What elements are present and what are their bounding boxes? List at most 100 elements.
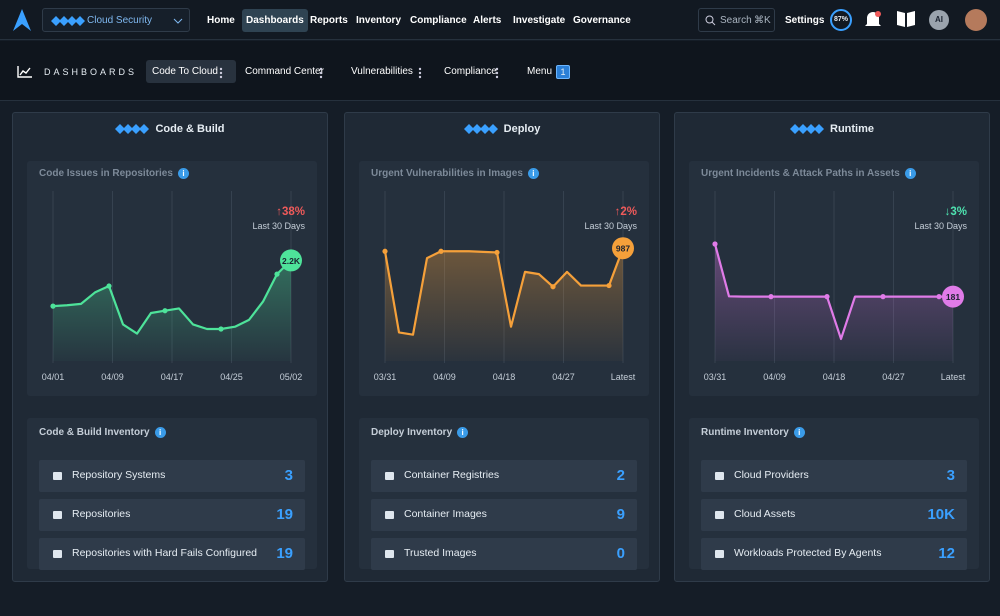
nav-link[interactable]: Alerts (473, 15, 502, 26)
chart-card: Code Issues in Repositories i 04/01 04/09 04… (27, 161, 317, 396)
panel-icon (115, 124, 150, 135)
icon-shape (790, 124, 824, 135)
point (438, 248, 444, 254)
point (550, 284, 556, 290)
end-marker (942, 285, 964, 308)
inventory-row[interactable]: Repositories 19 (39, 499, 305, 531)
row-value: 3 (946, 467, 955, 484)
panel-icon (463, 124, 498, 135)
info-icon[interactable]: i (154, 427, 166, 438)
chart-card: Urgent Incidents & Attack Paths in Asset… (689, 161, 979, 396)
dashboard-tab[interactable]: Code To Cloud (146, 60, 236, 83)
chevron (173, 18, 183, 24)
chart-title: Code Issues in Repositories i (39, 168, 189, 179)
inventory-title-text: Code & Build Inventory (39, 427, 150, 439)
change: ↓3% (945, 206, 967, 218)
score-badge[interactable]: 87% (830, 9, 852, 31)
dot (219, 67, 223, 71)
nav-link[interactable]: Home (207, 15, 235, 26)
search-shortcut: ⌘K (754, 15, 771, 26)
dashboard-tab[interactable]: Vulnerabilities (351, 66, 413, 77)
inventory-title-text: Runtime Inventory (701, 427, 789, 439)
kebab-icon (219, 67, 223, 79)
dot (319, 67, 323, 71)
end-label: 987 (616, 244, 630, 254)
x-tick-label: 04/25 (220, 372, 243, 382)
settings-link[interactable]: Settings (785, 15, 825, 26)
product-switcher[interactable]: Cloud Security (42, 8, 190, 32)
row-icon (385, 472, 394, 480)
info-icon[interactable]: i (904, 168, 916, 179)
line (713, 243, 953, 341)
info-icon[interactable]: i (793, 427, 805, 438)
point (106, 283, 112, 289)
panel-title: Runtime (675, 123, 989, 135)
info-icon[interactable]: i (177, 168, 189, 179)
inventory-row[interactable]: Workloads Protected By Agents 12 (701, 538, 967, 570)
row-label: Cloud Providers (734, 469, 809, 481)
dashboard-tab[interactable]: Command Center (245, 66, 324, 77)
row-value: 19 (276, 506, 293, 523)
product-icon (51, 16, 85, 26)
x-tick-label: 04/09 (433, 372, 456, 382)
info-icon[interactable]: i (457, 427, 469, 438)
line (52, 259, 292, 335)
avatar[interactable] (965, 9, 987, 31)
row-label: Container Images (404, 508, 487, 520)
row-label: Workloads Protected By Agents (734, 547, 882, 559)
nav-link[interactable]: Inventory (356, 15, 402, 26)
row-label: Repository Systems (72, 469, 166, 481)
point (50, 303, 56, 309)
inventory-row[interactable]: Repositories with Hard Fails Configured 1… (39, 538, 305, 570)
period: Last 30 Days (584, 221, 637, 231)
ai-button[interactable]: AI (929, 10, 949, 30)
row-value: 9 (616, 506, 625, 523)
end-label: 181 (946, 292, 960, 302)
inventory-row[interactable]: Cloud Assets 10K (701, 499, 967, 531)
nav-link[interactable]: Investigate (513, 15, 566, 26)
x-tick-label: 03/31 (374, 372, 397, 382)
point (768, 294, 774, 300)
nav-link[interactable]: Compliance (410, 15, 467, 26)
search-icon (705, 15, 716, 26)
dashboard-tab[interactable]: Compliance (444, 66, 497, 77)
x-tick-label: 05/02 (280, 372, 303, 382)
menu[interactable]: Menu (527, 66, 553, 77)
nav-link[interactable]: Governance (573, 15, 631, 26)
point (712, 241, 718, 247)
inventory-row[interactable]: Repository Systems 3 (39, 460, 305, 492)
row-icon (53, 472, 62, 480)
inventory-title: Deploy Inventory i (371, 427, 469, 438)
icon-shape (463, 124, 498, 135)
end-label: 2.2K (282, 256, 301, 266)
x-tick-label: Latest (611, 372, 636, 382)
search-box[interactable]: Search ⌘K (698, 8, 775, 32)
row-label: Repositories (72, 508, 131, 520)
bell-icon[interactable] (864, 10, 882, 30)
row-label: Container Registries (404, 469, 500, 481)
x-tick-label: 04/18 (493, 372, 516, 382)
area (715, 244, 953, 361)
inventory-row[interactable]: Container Images 9 (371, 499, 637, 531)
nav-link[interactable]: Reports (310, 15, 348, 26)
inventory-row[interactable]: Trusted Images 0 (371, 538, 637, 570)
product-name: Cloud Security (87, 15, 153, 26)
inventory-row[interactable]: Container Registries 2 (371, 460, 637, 492)
dot (219, 71, 223, 75)
chart: 04/01 04/09 04/17 04/25 05/02 2.2K ↑38% Last 30… (42, 191, 305, 382)
logo[interactable] (13, 9, 31, 31)
end-marker (280, 249, 302, 272)
row-value: 12 (938, 545, 955, 562)
nav-link[interactable]: Dashboards (242, 9, 308, 32)
row-value: 2 (616, 467, 625, 484)
info-icon[interactable]: i (527, 168, 539, 179)
point (880, 294, 886, 300)
end-marker (612, 237, 634, 260)
menu-badge: 1 (556, 65, 570, 79)
inventory-row[interactable]: Cloud Providers 3 (701, 460, 967, 492)
chart-title-text: Urgent Vulnerabilities in Images (371, 168, 523, 180)
point (606, 282, 612, 289)
docs-icon[interactable] (897, 11, 915, 27)
point (382, 248, 388, 254)
